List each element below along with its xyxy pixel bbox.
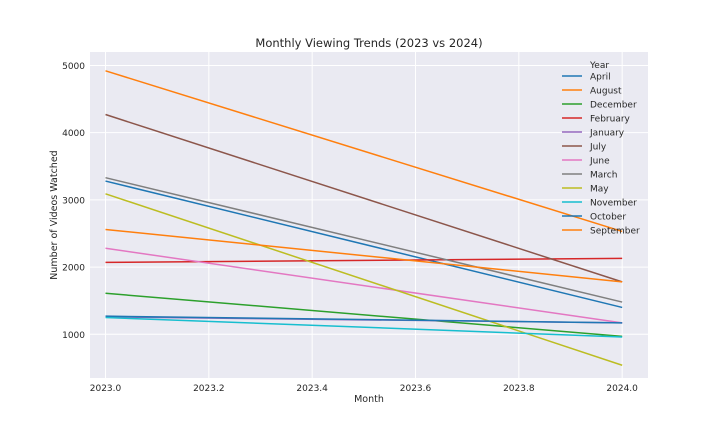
legend-label: March bbox=[590, 171, 617, 181]
series-line bbox=[105, 257, 623, 264]
y-tick-labels: 1000 2000 3000 4000 5000 bbox=[62, 62, 85, 341]
series-line bbox=[105, 247, 623, 324]
legend-label: January bbox=[589, 129, 625, 139]
series-line bbox=[105, 316, 623, 338]
legend-label: August bbox=[590, 87, 622, 97]
y-tick-label: 3000 bbox=[62, 196, 85, 206]
y-tick-label: 2000 bbox=[62, 264, 85, 274]
series-lines bbox=[105, 70, 623, 366]
legend-label: May bbox=[590, 185, 609, 195]
y-axis-label: Number of Videos Watched bbox=[49, 150, 60, 279]
x-tick-label: 2023.0 bbox=[90, 384, 122, 394]
y-tick-label: 4000 bbox=[62, 129, 85, 139]
series-line bbox=[105, 193, 623, 366]
series-line bbox=[105, 113, 623, 283]
x-tick-label: 2023.6 bbox=[400, 384, 432, 394]
x-tick-label: 2023.8 bbox=[503, 384, 535, 394]
series-line bbox=[105, 292, 623, 338]
legend-title: Year bbox=[589, 61, 609, 71]
legend-label: April bbox=[590, 73, 611, 83]
x-tick-label: 2024.0 bbox=[606, 384, 638, 394]
plot-background bbox=[90, 52, 648, 378]
series-line bbox=[105, 176, 623, 303]
legend: Year April August December February January J… bbox=[562, 61, 640, 237]
chart-title: Monthly Viewing Trends (2023 vs 2024) bbox=[255, 36, 482, 50]
x-tick-label: 2023.4 bbox=[296, 384, 328, 394]
y-tick-label: 1000 bbox=[62, 331, 85, 341]
series-line bbox=[105, 70, 623, 233]
legend-label: September bbox=[590, 227, 640, 237]
x-tick-labels: 2023.0 2023.2 2023.4 2023.6 2023.8 2024.0 bbox=[90, 384, 638, 394]
series-line bbox=[105, 315, 623, 324]
legend-label: June bbox=[589, 157, 610, 167]
series-line bbox=[105, 180, 623, 309]
legend-label: October bbox=[590, 213, 626, 223]
legend-label: February bbox=[590, 115, 631, 125]
x-axis-label: Month bbox=[354, 394, 384, 405]
legend-label: December bbox=[590, 101, 637, 111]
y-tick-label: 5000 bbox=[62, 62, 85, 72]
legend-label: July bbox=[589, 143, 607, 153]
series-line bbox=[105, 228, 623, 283]
legend-label: November bbox=[590, 199, 637, 209]
x-tick-label: 2023.2 bbox=[193, 384, 225, 394]
